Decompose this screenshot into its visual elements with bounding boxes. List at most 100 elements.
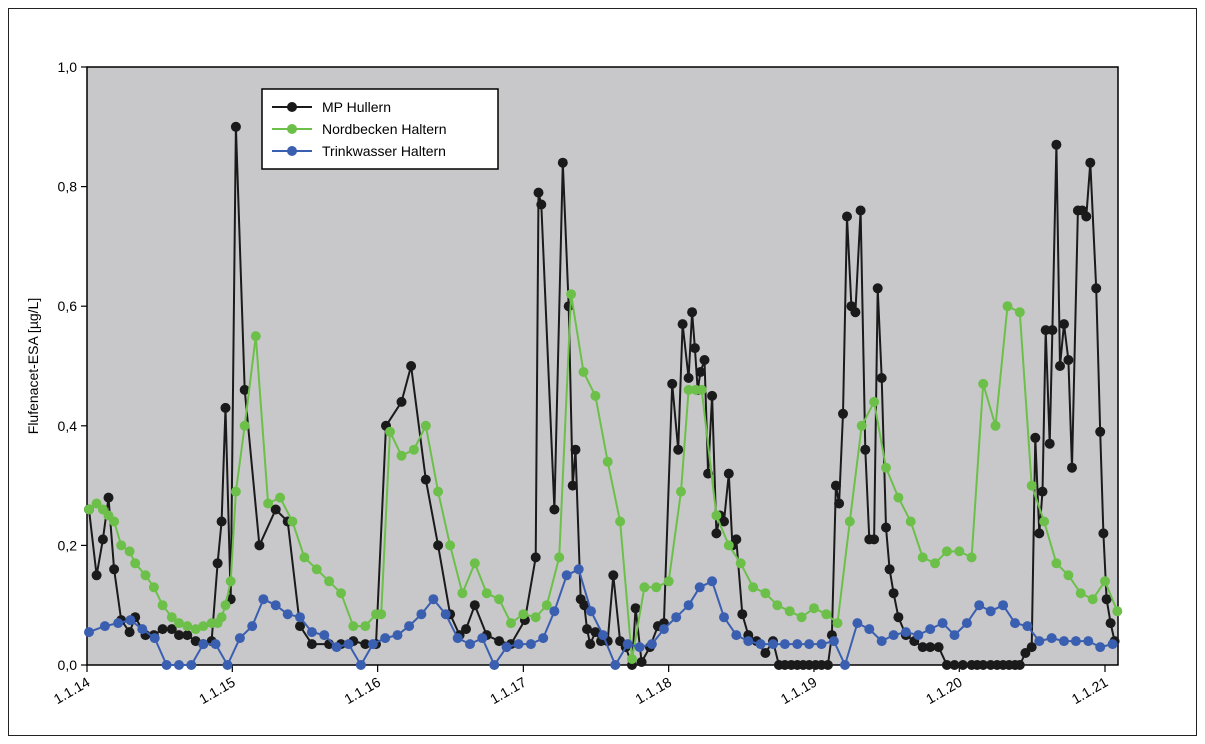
data-point	[210, 639, 221, 650]
data-point	[549, 504, 560, 515]
data-point	[667, 378, 678, 389]
data-point	[719, 612, 729, 623]
x-tick-label: 1.1.16	[341, 674, 383, 707]
y-tick-label: 0,4	[58, 418, 78, 434]
data-point	[216, 516, 227, 527]
data-point	[828, 636, 839, 647]
data-point	[760, 588, 771, 599]
data-point	[109, 516, 120, 527]
data-point	[822, 660, 833, 670]
x-tick-label: 1.1.21	[1069, 674, 1111, 707]
data-point	[1014, 660, 1025, 670]
data-point	[416, 609, 427, 620]
data-point	[852, 618, 863, 629]
data-point	[530, 612, 541, 623]
data-point	[331, 642, 342, 653]
data-point	[406, 361, 417, 371]
data-point	[1095, 642, 1106, 653]
data-point	[954, 546, 965, 557]
data-point	[440, 609, 451, 620]
data-point	[737, 609, 748, 620]
data-point	[1044, 438, 1055, 449]
data-point	[561, 570, 572, 581]
data-point	[627, 654, 637, 664]
data-point	[711, 510, 722, 521]
data-point	[1059, 319, 1069, 330]
data-point	[1030, 432, 1041, 443]
data-point	[1002, 301, 1013, 312]
data-point	[941, 660, 952, 670]
data-point	[1055, 361, 1065, 371]
data-point	[380, 633, 391, 644]
data-point	[554, 552, 565, 563]
data-point	[212, 558, 223, 569]
data-point	[250, 331, 261, 342]
data-point	[247, 621, 258, 632]
data-point	[408, 444, 419, 455]
legend-label: Nordbecken Haltern	[322, 121, 447, 137]
data-point	[850, 307, 861, 318]
data-point	[533, 187, 544, 198]
y-tick-label: 0,8	[58, 179, 78, 195]
data-point	[578, 367, 589, 377]
data-point	[222, 660, 233, 670]
data-point	[461, 624, 471, 635]
data-point	[355, 660, 366, 670]
data-point	[190, 636, 201, 647]
data-point	[275, 492, 286, 503]
data-point	[1046, 633, 1057, 644]
data-point	[917, 642, 928, 653]
data-point	[941, 546, 952, 557]
y-tick-label: 0,2	[58, 537, 78, 553]
data-point	[103, 492, 114, 503]
data-point	[1034, 528, 1045, 539]
data-point	[743, 636, 754, 647]
data-point	[198, 621, 209, 632]
data-point	[319, 630, 330, 641]
data-point	[166, 612, 177, 623]
data-point	[174, 618, 184, 629]
data-point	[125, 615, 136, 626]
data-point	[494, 594, 505, 605]
data-point	[687, 307, 698, 318]
legend-marker	[287, 102, 297, 112]
data-point	[324, 576, 335, 587]
data-point	[974, 600, 985, 611]
data-point	[452, 633, 463, 644]
data-point	[538, 633, 549, 644]
data-point	[590, 390, 601, 401]
legend-marker	[287, 124, 297, 134]
data-point	[489, 660, 500, 670]
data-point	[1095, 426, 1106, 437]
data-point	[961, 618, 972, 629]
data-point	[930, 558, 940, 569]
series-2	[84, 289, 1123, 664]
data-point	[1051, 139, 1062, 150]
data-point	[420, 420, 431, 431]
data-point	[978, 660, 989, 670]
data-point	[731, 534, 742, 545]
data-point	[282, 609, 293, 620]
data-point	[465, 639, 475, 650]
data-point	[711, 528, 722, 539]
data-point	[385, 426, 395, 437]
data-point	[860, 444, 871, 455]
data-point	[683, 600, 694, 611]
data-point	[109, 564, 120, 575]
legend: MP Hullern Nordbecken Haltern Trinkwasser …	[261, 88, 499, 170]
data-point	[263, 498, 274, 509]
data-point	[646, 639, 657, 650]
data-point	[513, 639, 524, 650]
data-point	[396, 450, 407, 461]
data-point	[420, 474, 431, 485]
data-point	[925, 642, 936, 653]
data-point	[567, 480, 578, 491]
data-point	[699, 355, 710, 365]
data-point	[869, 534, 880, 545]
data-point	[230, 486, 241, 497]
data-point	[696, 384, 707, 395]
data-point	[166, 624, 177, 635]
data-point	[748, 582, 759, 593]
legend-label: MP Hullern	[322, 99, 391, 115]
data-point	[585, 639, 596, 650]
